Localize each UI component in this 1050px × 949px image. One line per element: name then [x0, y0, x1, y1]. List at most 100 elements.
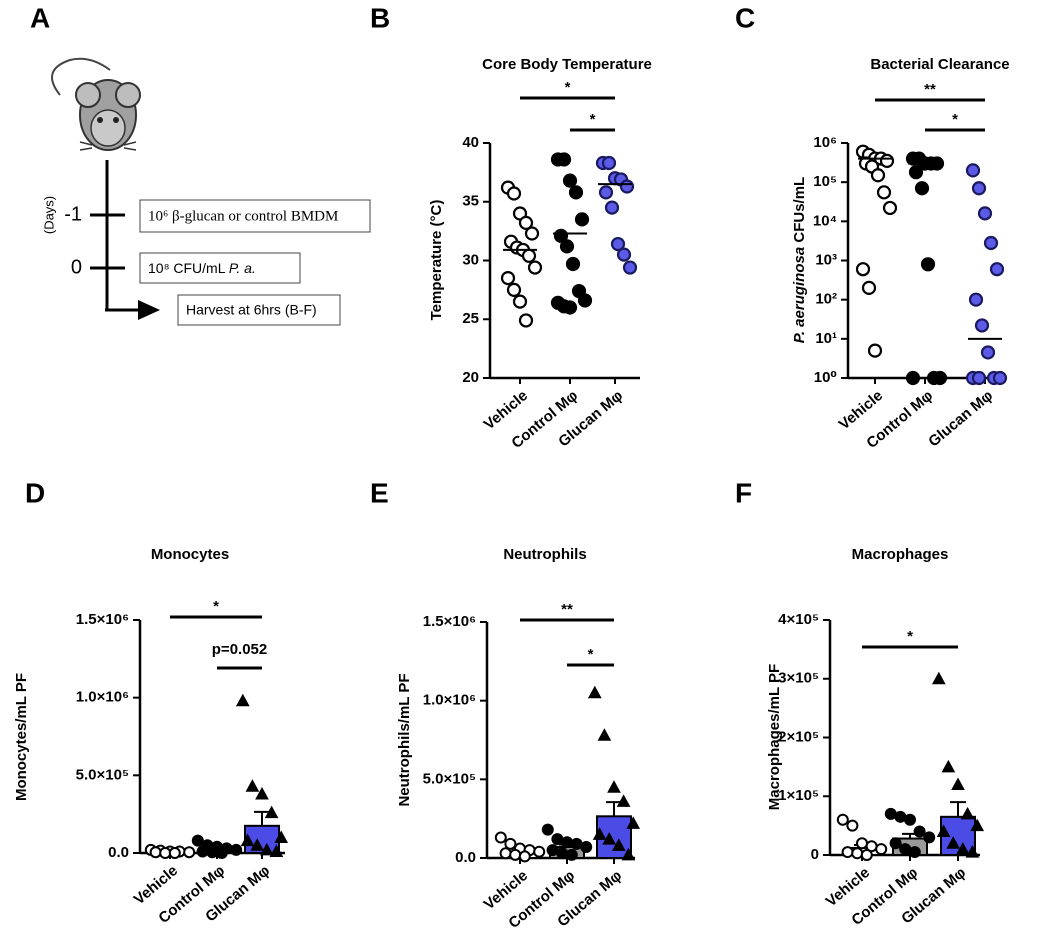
error-bar — [950, 801, 966, 817]
mouse-icon — [51, 57, 141, 151]
data-point — [604, 200, 620, 215]
data-point — [908, 846, 921, 859]
data-point — [183, 846, 196, 859]
data-point — [556, 847, 569, 860]
panel-label: D — [25, 477, 45, 508]
panel-label: F — [735, 477, 752, 508]
y-tick-label: 10³ — [815, 251, 837, 268]
data-point — [882, 200, 898, 216]
significance-label: * — [588, 646, 594, 663]
step-text: 10⁸ CFU/mL P. a. — [148, 260, 256, 276]
data-point — [920, 257, 936, 272]
data-point — [619, 179, 635, 194]
data-point — [621, 847, 636, 861]
data-point — [856, 837, 868, 850]
significance-label: * — [952, 111, 958, 128]
axis-label: (Days) — [41, 196, 56, 234]
data-point — [533, 845, 546, 858]
y-tick-label: 20 — [462, 369, 479, 386]
y-tick-label: 10¹ — [815, 330, 837, 347]
panel-label: C — [735, 2, 755, 33]
data-point — [876, 185, 892, 200]
y-tick-label: 10⁵ — [813, 173, 837, 190]
y-tick-label: 35 — [462, 193, 479, 210]
y-tick-label: 1.0×10⁶ — [423, 692, 476, 709]
chart-title: Macrophages — [852, 546, 949, 563]
data-point — [191, 834, 204, 847]
step-text: 10⁶ β-glucan or control BMDM — [148, 208, 338, 224]
step-box — [139, 252, 301, 284]
data-point — [499, 847, 512, 860]
chart-title: Bacterial Clearance — [870, 56, 1009, 73]
error-bar — [254, 810, 270, 826]
data-point — [518, 215, 534, 230]
data-point — [971, 181, 987, 196]
data-point — [568, 185, 584, 200]
data-point — [274, 830, 289, 843]
x-tick-label: Glucan Mφ — [925, 387, 996, 450]
y-axis-label-part: CFUs/mL — [791, 177, 808, 247]
data-point — [562, 300, 578, 315]
data-point — [616, 794, 631, 807]
y-tick-label: 5.0×10⁵ — [76, 766, 129, 783]
data-point — [269, 844, 284, 857]
data-point — [250, 838, 265, 851]
data-point — [955, 842, 970, 855]
significance-label: * — [907, 628, 913, 645]
data-point — [259, 842, 274, 856]
data-point — [235, 693, 250, 707]
y-tick-label: 25 — [462, 310, 479, 327]
data-point — [602, 832, 617, 845]
data-point — [546, 844, 559, 857]
y-tick-label: 4×10⁵ — [778, 611, 819, 628]
y-tick-label: 1.5×10⁶ — [76, 611, 129, 628]
data-point — [565, 848, 578, 861]
data-point — [610, 236, 626, 252]
data-point — [841, 846, 854, 859]
timeline — [90, 160, 140, 312]
y-tick-label: 2×10⁵ — [778, 728, 819, 745]
significance-label: p=0.052 — [212, 641, 267, 658]
data-point — [565, 256, 581, 272]
data-point — [597, 728, 612, 741]
data-point — [875, 843, 888, 856]
y-axis-label: Macrophages/mL PF — [766, 664, 783, 810]
data-point — [580, 840, 593, 853]
significance-label: ** — [924, 81, 936, 98]
data-point — [905, 370, 921, 386]
data-point — [551, 833, 564, 846]
step-box — [139, 199, 371, 233]
y-tick-label: 1×10⁵ — [778, 787, 819, 804]
data-point — [884, 807, 897, 820]
y-tick-label: 30 — [462, 251, 479, 268]
y-axis-label: P. aeruginosa CFUs/mL — [791, 177, 808, 343]
data-point — [521, 248, 537, 263]
data-point — [855, 262, 871, 277]
data-point — [559, 239, 575, 254]
data-point — [240, 833, 255, 847]
chart-title: Core Body Temperature — [482, 56, 652, 73]
data-point — [506, 186, 522, 201]
data-point — [264, 805, 279, 819]
data-point — [965, 845, 980, 858]
data-point — [168, 847, 181, 859]
data-point — [230, 843, 243, 856]
data-point — [914, 181, 930, 196]
data-point — [965, 163, 981, 178]
data-point — [989, 262, 1005, 277]
data-point — [983, 235, 999, 251]
data-point — [607, 780, 621, 793]
data-point — [913, 825, 926, 838]
data-point — [574, 212, 590, 227]
data-point — [598, 185, 614, 200]
data-point — [980, 345, 996, 360]
data-point — [518, 850, 531, 863]
data-point — [149, 846, 162, 859]
data-point — [159, 847, 172, 859]
data-point — [541, 823, 554, 836]
significance-label: ** — [561, 601, 573, 618]
y-axis-label-part: P. aeruginosa — [791, 247, 808, 343]
y-tick-label: 5.0×10⁵ — [423, 770, 476, 787]
y-tick-label: 10⁴ — [813, 212, 837, 229]
